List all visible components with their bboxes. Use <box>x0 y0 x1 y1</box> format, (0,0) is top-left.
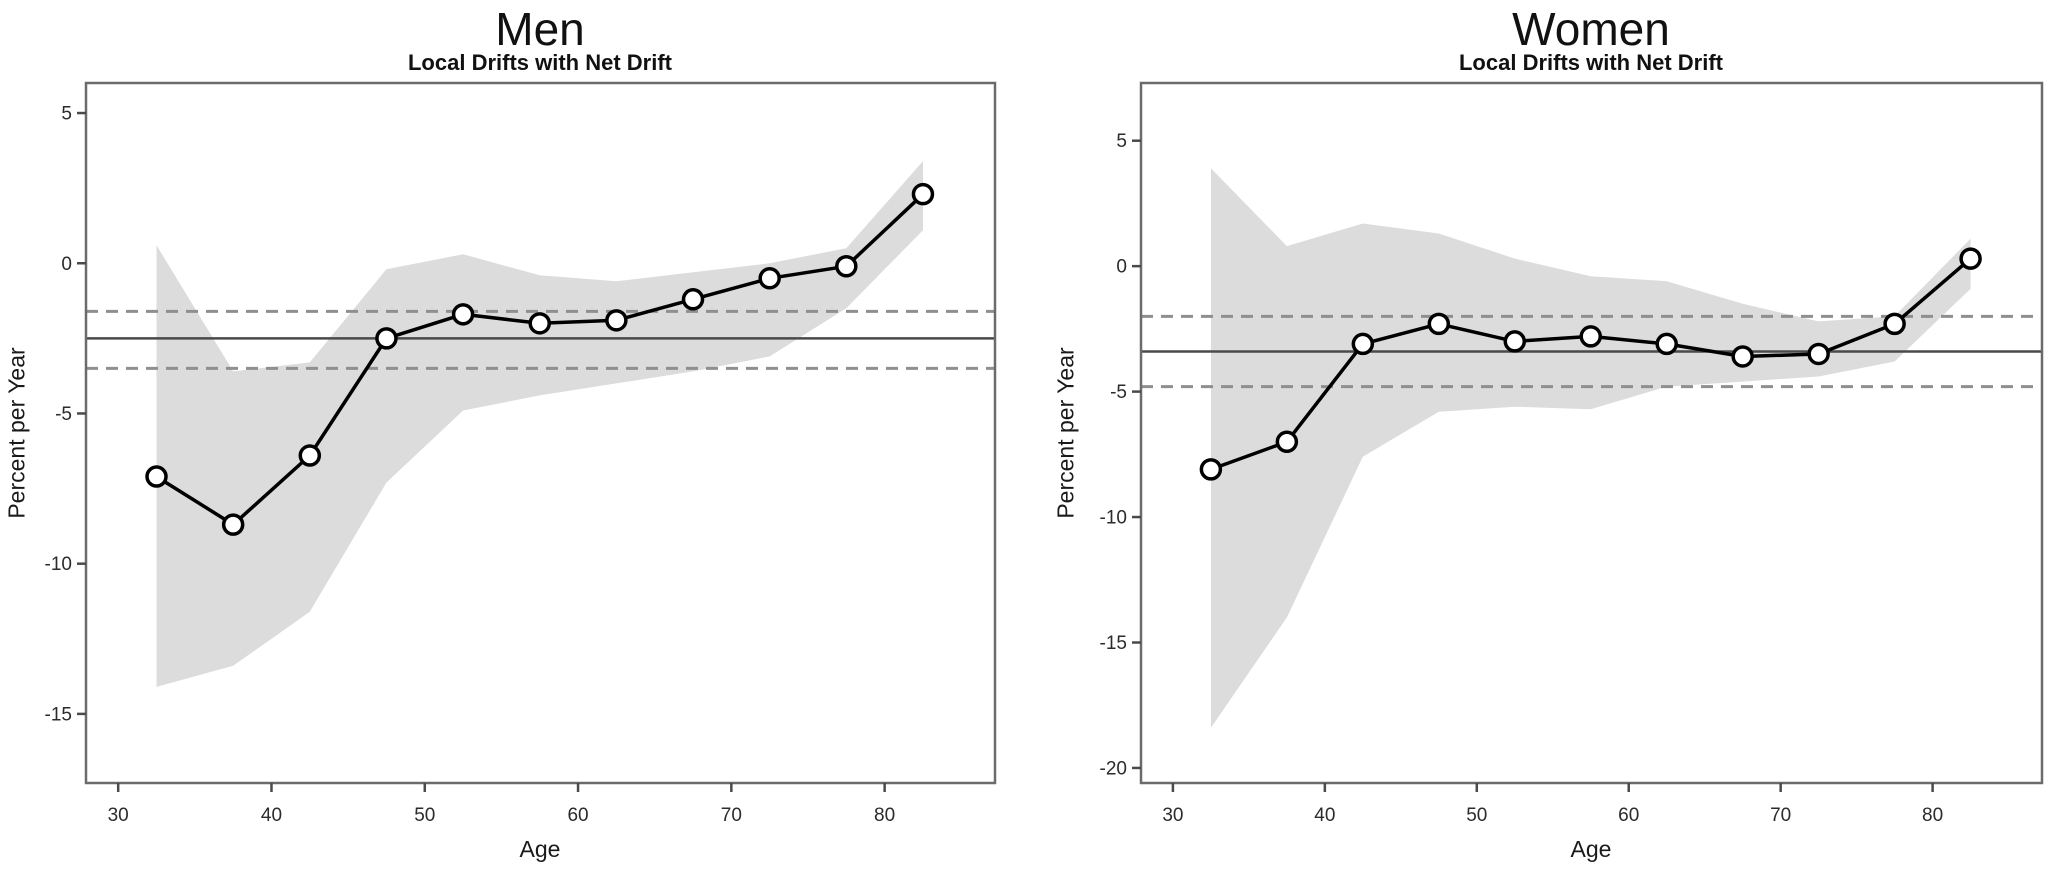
y-tick-label: -15 <box>45 704 72 725</box>
data-point-marker <box>1655 332 1678 356</box>
data-point-marker <box>1959 247 1982 270</box>
y-tick-label: -10 <box>1100 508 1127 529</box>
y-tick-label: 5 <box>1116 131 1127 152</box>
x-axis-label: Age <box>519 836 561 862</box>
x-tick-label: 60 <box>1618 805 1639 826</box>
x-tick-label: 40 <box>1314 805 1335 826</box>
data-point-marker <box>681 288 705 311</box>
x-axis-label: Age <box>1570 836 1612 862</box>
x-tick-label: 30 <box>1162 805 1183 826</box>
panel-subtitle: Local Drifts with Net Drift <box>407 50 673 75</box>
data-point-marker <box>1883 312 1906 336</box>
data-point-marker <box>1275 430 1299 454</box>
y-tick-label: 0 <box>1116 257 1127 278</box>
x-tick-label: 80 <box>874 805 895 826</box>
plot-box <box>1139 81 2044 785</box>
data-point-marker <box>1731 345 1754 368</box>
data-point-marker <box>528 312 551 335</box>
panel-subtitle: Local Drifts with Net Drift <box>1458 50 1724 75</box>
plot-box <box>84 81 997 785</box>
y-tick-label: 0 <box>61 254 72 275</box>
panel-men: 30 40 50 60 70 80 5 0 -5 -10 -15 Men Local Drifts … <box>3 3 997 862</box>
panel-title: Women <box>1512 3 1670 55</box>
x-tick-label: 50 <box>1466 805 1487 826</box>
x-tick-label: 50 <box>414 805 435 826</box>
data-point-marker <box>1503 330 1527 353</box>
y-tick-label: -20 <box>1100 758 1127 779</box>
x-tick-label: 80 <box>1922 805 1943 826</box>
data-point-marker <box>1199 458 1223 481</box>
data-point-marker <box>605 309 628 332</box>
data-point-marker <box>1579 325 1602 348</box>
x-tick-label: 40 <box>261 805 282 826</box>
x-tick-label: 30 <box>108 805 129 826</box>
y-axis-label: Percent per Year <box>1052 347 1079 519</box>
x-tick-label: 70 <box>721 805 742 826</box>
y-tick-label: -15 <box>1100 633 1127 654</box>
data-point-marker <box>1351 332 1375 356</box>
y-tick-label: -10 <box>45 554 72 575</box>
data-point-marker <box>835 255 858 278</box>
confidence-band <box>1210 168 1971 728</box>
data-point-marker <box>758 267 781 290</box>
panel-women: 30 40 50 60 70 80 5 0 -5 -10 -15 -20 Women Local Dr… <box>1025 0 2050 869</box>
data-point-marker <box>1807 342 1830 366</box>
data-point-marker <box>375 327 398 350</box>
data-point-marker <box>1427 312 1451 336</box>
data-point-marker <box>145 465 168 488</box>
y-axis-label: Percent per Year <box>3 347 30 519</box>
y-tick-label: 5 <box>61 104 72 125</box>
data-point-marker <box>911 182 935 206</box>
panel-title: Men <box>495 3 585 55</box>
data-point-marker <box>221 513 245 536</box>
y-tick-label: -5 <box>1110 382 1127 403</box>
confidence-band <box>156 161 923 687</box>
x-tick-label: 60 <box>567 805 588 826</box>
data-point-marker <box>298 444 322 467</box>
data-point-marker <box>451 303 475 326</box>
y-tick-label: -5 <box>55 404 72 425</box>
x-tick-label: 70 <box>1770 805 1791 826</box>
